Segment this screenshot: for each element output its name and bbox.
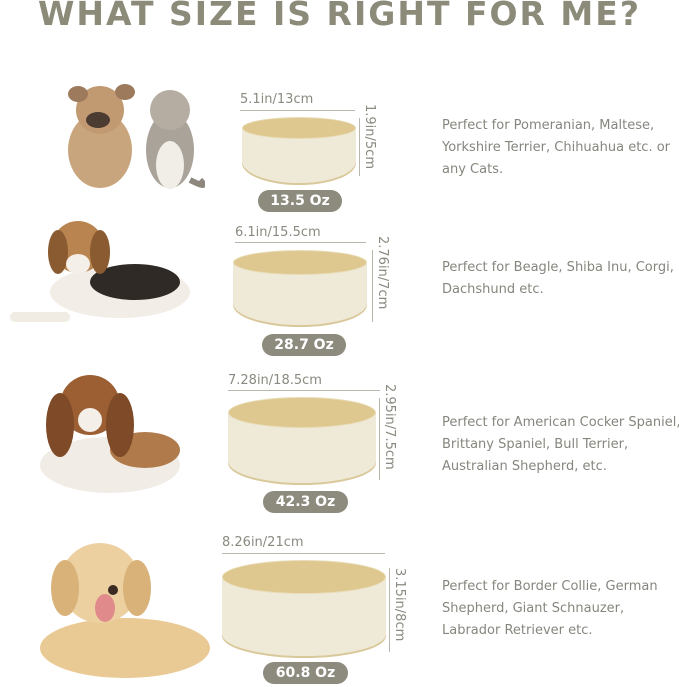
height-line	[379, 398, 380, 480]
labrador-image	[40, 543, 210, 678]
height-label: 2.95in/7.5cm	[382, 384, 397, 470]
size-description: Perfect for Beagle, Shiba Inu, Corgi, Da…	[442, 260, 674, 297]
bowl-large	[228, 397, 376, 483]
width-label: 7.28in/18.5cm	[228, 373, 322, 388]
height-line	[389, 568, 390, 652]
height-label: 1.9in/5cm	[362, 104, 377, 169]
width-line	[240, 110, 355, 111]
french-bulldog-and-cat-image	[68, 84, 205, 189]
height-label: 3.15in/8cm	[392, 568, 407, 642]
page-title: WHAT SIZE IS RIGHT FOR ME?	[38, 0, 641, 33]
width-line	[222, 553, 385, 554]
width-line	[228, 390, 380, 391]
size-description: Perfect for Pomeranian, Maltese, Yorkshi…	[442, 118, 671, 177]
height-line	[372, 250, 373, 322]
bowl-medium	[233, 250, 367, 325]
height-line	[359, 118, 360, 176]
capacity-badge: 60.8 Oz	[263, 662, 348, 684]
width-label: 6.1in/15.5cm	[235, 225, 321, 240]
capacity-badge: 13.5 Oz	[258, 190, 342, 212]
size-description: Perfect for Border Collie, German Shephe…	[442, 579, 658, 638]
capacity-badge: 28.7 Oz	[262, 334, 346, 356]
bowl-small	[242, 117, 356, 183]
capacity-badge: 42.3 Oz	[263, 491, 348, 513]
width-line	[235, 242, 366, 243]
beagle-image	[10, 221, 190, 322]
width-label: 5.1in/13cm	[240, 92, 314, 107]
height-label: 2.76in/7cm	[375, 236, 390, 310]
width-label: 8.26in/21cm	[222, 535, 304, 550]
size-description: Perfect for American Cocker Spaniel, Bri…	[442, 415, 679, 474]
bowl-extra-large	[222, 560, 386, 656]
cocker-spaniel-image	[40, 375, 180, 493]
